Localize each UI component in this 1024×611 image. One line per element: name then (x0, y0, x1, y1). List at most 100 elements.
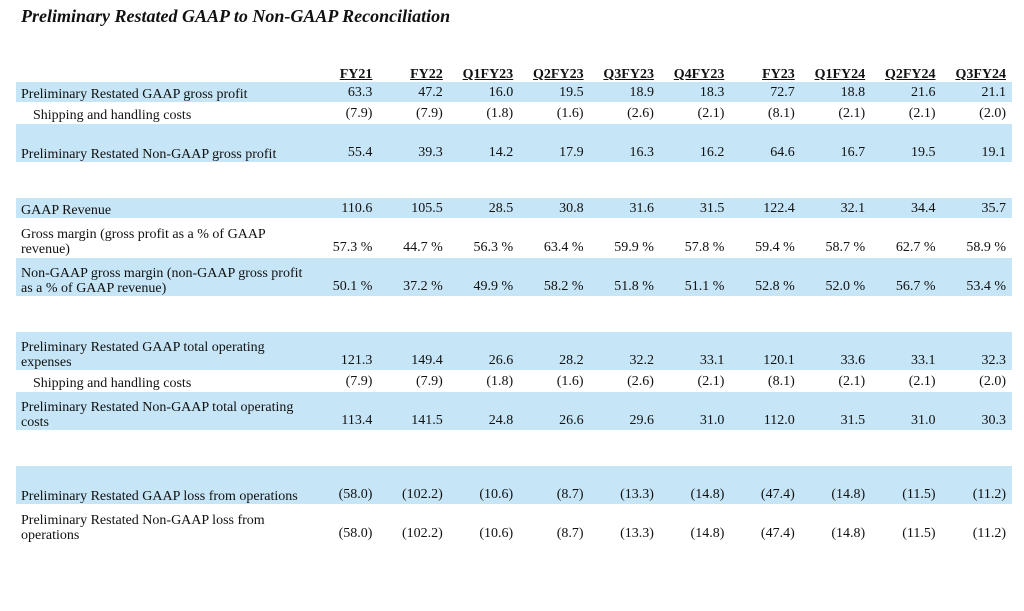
spacer-cell (16, 296, 1012, 332)
value-cell: 47.2 (378, 82, 449, 103)
row-label: Non-GAAP gross margin (non-GAAP gross pr… (16, 257, 309, 296)
value-cell: (2.1) (800, 102, 872, 124)
value-cell: 141.5 (378, 391, 449, 430)
table-row: Non-GAAP gross margin (non-GAAP gross pr… (16, 257, 1012, 296)
value-cell: (14.8) (831, 526, 866, 541)
value-cell: (2.1) (659, 370, 731, 392)
column-header-row: FY21 FY22 Q1FY23 Q2FY23 Q3FY23 Q4FY23 FY… (16, 64, 1012, 82)
value-cell: 149.4 (378, 332, 449, 371)
value-cell: 32.1 (800, 198, 872, 219)
value-cell: 62.7 % (871, 218, 942, 258)
value-cell: 19.1 (941, 123, 1012, 162)
value-cell: (8.1) (730, 370, 801, 392)
value-cell: 63.3 (308, 82, 379, 103)
value-cell: 33.1 (659, 332, 731, 371)
value-cell: 21.6 (871, 82, 942, 103)
value-cell: 21.1 (941, 82, 1012, 103)
value-cell: (1.8) (448, 370, 520, 392)
value-cell: (11.2) (941, 466, 1012, 505)
value-cell: 58.2 % (519, 257, 590, 296)
table-row: Preliminary Restated Non-GAAP gross prof… (16, 123, 1012, 162)
value-cell: 110.6 (308, 198, 379, 219)
value-cell: 26.6 (448, 332, 520, 371)
value-cell: 18.9 (589, 82, 660, 103)
row-label: Preliminary Restated Non-GAAP gross prof… (16, 123, 309, 162)
value-cell: (58.0) (338, 526, 373, 541)
value-cell: 121.3 (308, 332, 379, 371)
value-cell: (14.8) (690, 526, 725, 541)
value-cell: (11.2) (972, 526, 1006, 541)
value-cell: 57.3 % (308, 218, 379, 258)
value-cell: 16.7 (800, 123, 872, 162)
value-cell: (7.9) (378, 370, 449, 392)
value-cell: 112.0 (730, 391, 801, 430)
value-cell: (2.0) (941, 370, 1012, 392)
value-cell: (2.0) (941, 102, 1012, 124)
value-cell: 55.4 (308, 123, 379, 162)
value-cell: 44.7 % (378, 218, 449, 258)
value-cell: 51.1 % (659, 257, 731, 296)
column-header: Q1FY24 (814, 67, 866, 82)
value-cell: 29.6 (589, 391, 660, 430)
value-cell: 63.4 % (519, 218, 590, 258)
value-cell: (8.1) (730, 102, 801, 124)
spacer-cell (16, 430, 1012, 466)
value-cell: (47.4) (730, 466, 801, 505)
value-cell: 19.5 (871, 123, 942, 162)
column-header: FY21 (339, 67, 373, 82)
value-cell: 14.2 (448, 123, 520, 162)
value-cell: 16.2 (659, 123, 731, 162)
value-cell: (1.6) (519, 102, 590, 124)
value-cell: (10.6) (448, 466, 520, 505)
table-row: Preliminary Restated Non-GAAP loss from … (16, 505, 1012, 544)
value-cell: (2.1) (871, 102, 942, 124)
value-cell: 31.5 (800, 391, 872, 430)
value-cell: 56.3 % (448, 218, 520, 258)
value-cell: (1.6) (519, 370, 590, 392)
table-body: Preliminary Restated GAAP gross profit 63… (16, 82, 1012, 543)
value-cell: 19.5 (519, 82, 590, 103)
value-cell: (14.8) (800, 466, 872, 505)
value-cell: (7.9) (378, 102, 449, 124)
column-header: Q4FY23 (673, 67, 725, 82)
value-cell: 51.8 % (589, 257, 660, 296)
value-cell: 57.8 % (659, 218, 731, 258)
value-cell: 56.7 % (871, 257, 942, 296)
row-label: Preliminary Restated GAAP total operatin… (16, 332, 309, 371)
value-cell: 16.0 (448, 82, 520, 103)
label-column-header (16, 64, 308, 82)
value-cell: (8.7) (556, 526, 584, 541)
value-cell: 120.1 (730, 332, 801, 371)
value-cell: 28.5 (448, 198, 520, 219)
value-cell: 122.4 (730, 198, 801, 219)
section-spacer (16, 162, 1012, 198)
row-label: GAAP Revenue (16, 198, 309, 219)
row-label: Gross margin (gross profit as a % of GAA… (16, 218, 309, 258)
value-cell: (2.6) (589, 102, 660, 124)
value-cell: (11.5) (902, 526, 936, 541)
table-row: Shipping and handling costs (7.9) (7.9) (1.… (16, 102, 1012, 124)
value-cell: 52.0 % (800, 257, 872, 296)
spacer-cell (16, 162, 1012, 198)
value-cell: (102.2) (401, 526, 443, 541)
value-cell: (7.9) (308, 102, 379, 124)
value-cell: (102.2) (378, 466, 449, 505)
value-cell: 26.6 (519, 391, 590, 430)
section-spacer (16, 296, 1012, 332)
value-cell: (10.6) (479, 526, 514, 541)
value-cell: (8.7) (519, 466, 590, 505)
row-label: Preliminary Restated GAAP loss from oper… (16, 466, 309, 505)
column-header: Q1FY23 (462, 67, 514, 82)
value-cell: 16.3 (589, 123, 660, 162)
value-cell: 37.2 % (378, 257, 449, 296)
value-cell: 58.7 % (800, 218, 872, 258)
value-cell: 105.5 (378, 198, 449, 219)
value-cell: 34.4 (871, 198, 942, 219)
value-cell: (2.1) (659, 102, 731, 124)
row-label: Shipping and handling costs (16, 370, 309, 392)
table-row: Preliminary Restated GAAP loss from oper… (16, 466, 1012, 505)
table-row: Preliminary Restated GAAP total operatin… (16, 332, 1012, 371)
value-cell: (2.1) (871, 370, 942, 392)
value-cell: 39.3 (378, 123, 449, 162)
value-cell: (1.8) (448, 102, 520, 124)
